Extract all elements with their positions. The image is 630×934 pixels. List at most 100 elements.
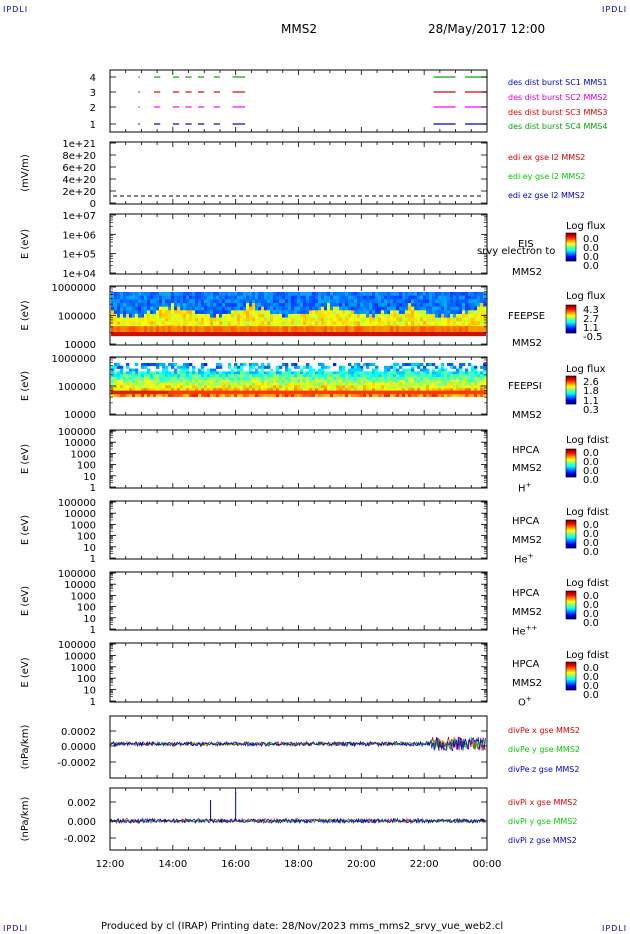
feepse-heat-cell — [480, 310, 484, 315]
feepse-heat-cell — [342, 326, 346, 333]
feepsi-heat-cell — [291, 388, 295, 392]
feepse-heat-cell — [384, 321, 388, 326]
feepsi-heat-cell — [144, 371, 148, 375]
feepsi-heat-cell — [141, 388, 145, 392]
feepsi-heat-cell — [111, 393, 115, 397]
feepse-heat-cell — [441, 299, 445, 304]
feepse-heat-cell — [297, 302, 301, 307]
feepse-heat-cell — [354, 302, 358, 307]
feepse-heat-cell — [252, 317, 256, 322]
feepse-heat-cell — [390, 306, 394, 311]
feepsi-heat-cell — [351, 388, 355, 392]
feepse-heat-cell — [417, 326, 421, 333]
feepse-heat-cell — [123, 295, 127, 300]
feepse-heat-cell — [174, 313, 178, 318]
feepse-heat-cell — [261, 321, 265, 326]
feepsi-heat-cell — [162, 363, 166, 367]
feepse-heat-cell — [261, 326, 265, 333]
feepse-heat-cell — [366, 299, 370, 304]
feepse-heat-cell — [294, 302, 298, 307]
panel-feeps_i-colorbar-stripe — [566, 397, 576, 399]
feepsi-heat-cell — [378, 393, 382, 397]
feepsi-heat-cell — [462, 374, 466, 378]
panel-hpca_o-ytick-label: 1 — [90, 697, 96, 708]
feepse-heat-cell — [381, 326, 385, 333]
feepse-heat-cell — [159, 306, 163, 311]
feepse-heat-cell — [156, 299, 160, 304]
panel-hpca_o-ytick-label: 10 — [83, 686, 96, 697]
feepsi-heat-cell — [336, 371, 340, 375]
feepsi-heat-cell — [225, 390, 229, 395]
panel-hpca_o-colorbar-stripe — [566, 662, 576, 664]
feepse-heat-cell — [480, 313, 484, 318]
feepse-heat-cell — [438, 302, 442, 307]
feepsi-heat-cell — [477, 377, 481, 381]
panel-feeps_e-colorbar-frame — [565, 304, 577, 334]
feepsi-heat-cell — [348, 371, 352, 375]
feepse-heat-cell — [222, 321, 226, 326]
panel-hpca_he2-colorbar-stripe — [566, 608, 576, 610]
feepse-heat-cell — [348, 313, 352, 318]
feepsi-heat-cell — [183, 371, 187, 375]
feepsi-heat-cell — [240, 368, 244, 372]
feepsi-heat-cell — [132, 368, 136, 372]
feepse-heat-cell — [465, 326, 469, 333]
feepse-heat-cell — [183, 310, 187, 315]
feepsi-heat-cell — [372, 371, 376, 375]
feepsi-heat-cell — [282, 385, 286, 389]
feepse-heat-cell — [198, 310, 202, 315]
feepse-heat-cell — [417, 292, 421, 296]
feepse-heat-cell — [210, 302, 214, 307]
feepse-heat-cell — [261, 302, 265, 307]
feepse-heat-cell — [234, 313, 238, 318]
feepse-heat-cell — [360, 313, 364, 318]
feepse-heat-cell — [357, 310, 361, 315]
feepse-heat-cell — [201, 295, 205, 300]
panel-hpca_h-colorbar-stripe — [566, 454, 576, 456]
feepse-heat-cell — [459, 310, 463, 315]
feepsi-heat-cell — [141, 382, 145, 386]
feepsi-heat-cell — [276, 390, 280, 395]
feepse-heat-cell — [405, 321, 409, 326]
panel-eis-colorbar-stripe — [566, 239, 576, 241]
feepsi-heat-cell — [417, 388, 421, 392]
feepsi-heat-cell — [366, 385, 370, 389]
feepse-heat-cell — [186, 310, 190, 315]
feepsi-heat-cell — [177, 382, 181, 386]
panel-feeps_i-colorbar-stripe — [566, 396, 576, 398]
feepsi-heat-cell — [171, 371, 175, 375]
feepse-heat-cell — [444, 317, 448, 322]
feepse-heat-cell — [399, 326, 403, 333]
feepse-heat-cell — [150, 321, 154, 326]
feepse-heat-cell — [450, 326, 454, 333]
feepse-heat-cell — [264, 313, 268, 318]
feepse-heat-cell — [300, 306, 304, 311]
feepse-heat-cell — [195, 317, 199, 322]
feepse-heat-cell — [336, 292, 340, 296]
corner-label-tr: IPDLI — [602, 5, 628, 14]
feepse-heat-cell — [279, 295, 283, 300]
feepse-heat-cell — [252, 313, 256, 318]
feepsi-heat-cell — [306, 390, 310, 395]
feepsi-heat-cell — [450, 365, 454, 369]
feepsi-heat-cell — [258, 385, 262, 389]
feepse-heat-cell — [345, 306, 349, 311]
feepse-heat-cell — [411, 292, 415, 296]
feepsi-heat-cell — [420, 393, 424, 397]
feepse-heat-cell — [219, 321, 223, 326]
feepse-heat-cell — [141, 310, 145, 315]
panel-edi-ylabel: (mV/m) — [20, 154, 31, 192]
feepse-heat-cell — [225, 292, 229, 296]
feepse-heat-cell — [327, 295, 331, 300]
feepse-heat-cell — [405, 310, 409, 315]
feepse-heat-cell — [306, 321, 310, 326]
feepse-heat-cell — [291, 317, 295, 322]
panel-hpca_he2-colorbar-stripe — [566, 609, 576, 611]
feepsi-heat-cell — [279, 385, 283, 389]
feepsi-heat-cell — [243, 374, 247, 378]
feepsi-heat-cell — [459, 379, 463, 383]
panel-eis-colorbar-stripe — [566, 253, 576, 255]
feepse-heat-cell — [117, 321, 121, 326]
feepse-heat-cell — [171, 292, 175, 296]
feepsi-heat-cell — [153, 377, 157, 381]
